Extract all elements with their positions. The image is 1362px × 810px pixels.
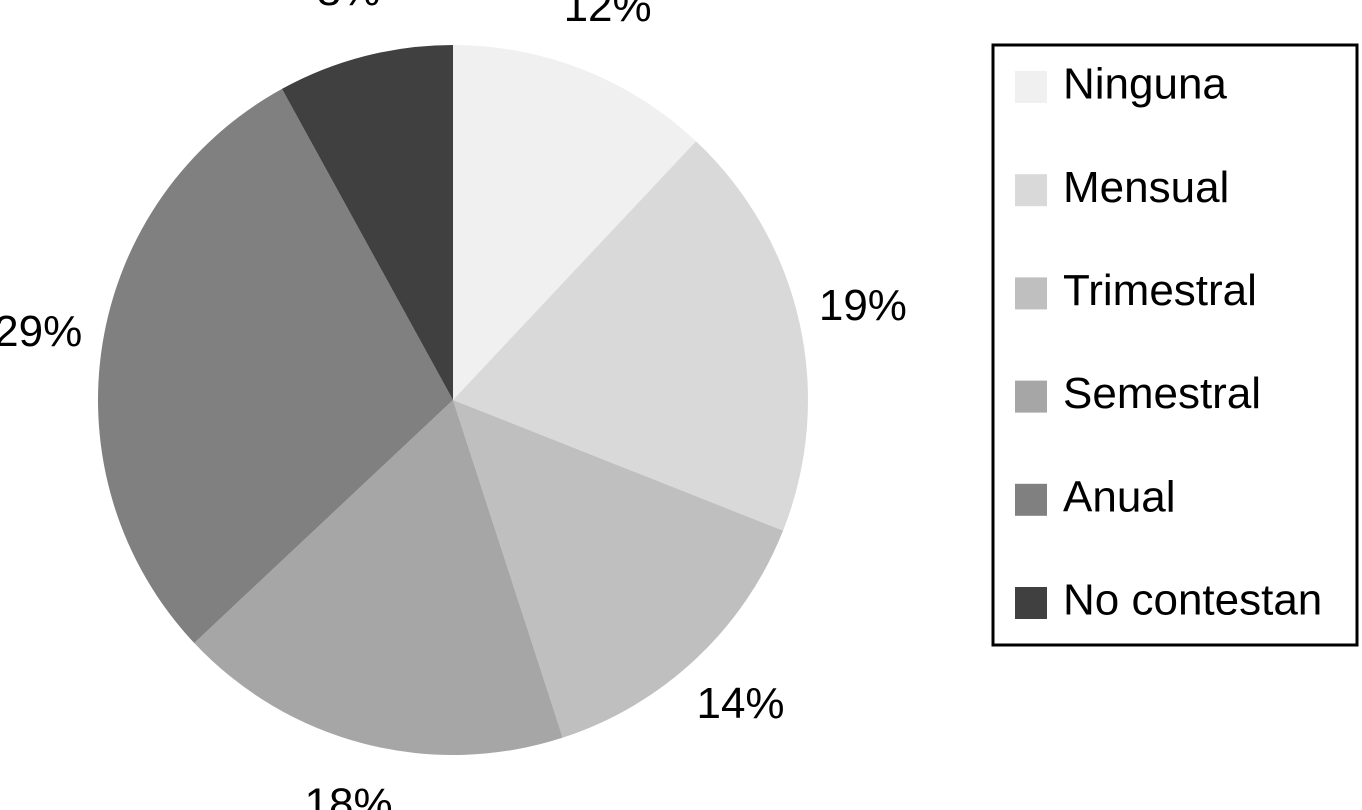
pie-slice (453, 400, 784, 738)
legend-swatch (1015, 483, 1047, 516)
legend-swatch (1015, 277, 1047, 310)
legend-label: Semestral (1063, 369, 1261, 418)
value-label: 18% (305, 779, 393, 810)
legend-box (991, 43, 1359, 647)
pie-slice (194, 400, 563, 755)
legend-label: Trimestral (1063, 266, 1257, 315)
pie-slice (453, 141, 808, 531)
value-label: 29% (0, 307, 82, 356)
pie-slice (281, 45, 453, 400)
legend-swatch (1015, 587, 1047, 619)
pie-slice (453, 45, 697, 400)
legend-label: Anual (1063, 472, 1176, 521)
legend-swatch (1015, 380, 1047, 413)
legend-swatch (1015, 71, 1047, 103)
pie-slice (97, 88, 454, 644)
value-label: 8% (317, 0, 381, 15)
legend-label: No contestan (1063, 576, 1322, 625)
value-label: 14% (696, 679, 784, 728)
legend-swatch (1015, 174, 1047, 207)
value-label: 19% (819, 281, 907, 330)
value-label: 12% (564, 0, 652, 31)
legend-label: Mensual (1063, 163, 1229, 212)
legend-label: Ninguna (1063, 60, 1227, 109)
